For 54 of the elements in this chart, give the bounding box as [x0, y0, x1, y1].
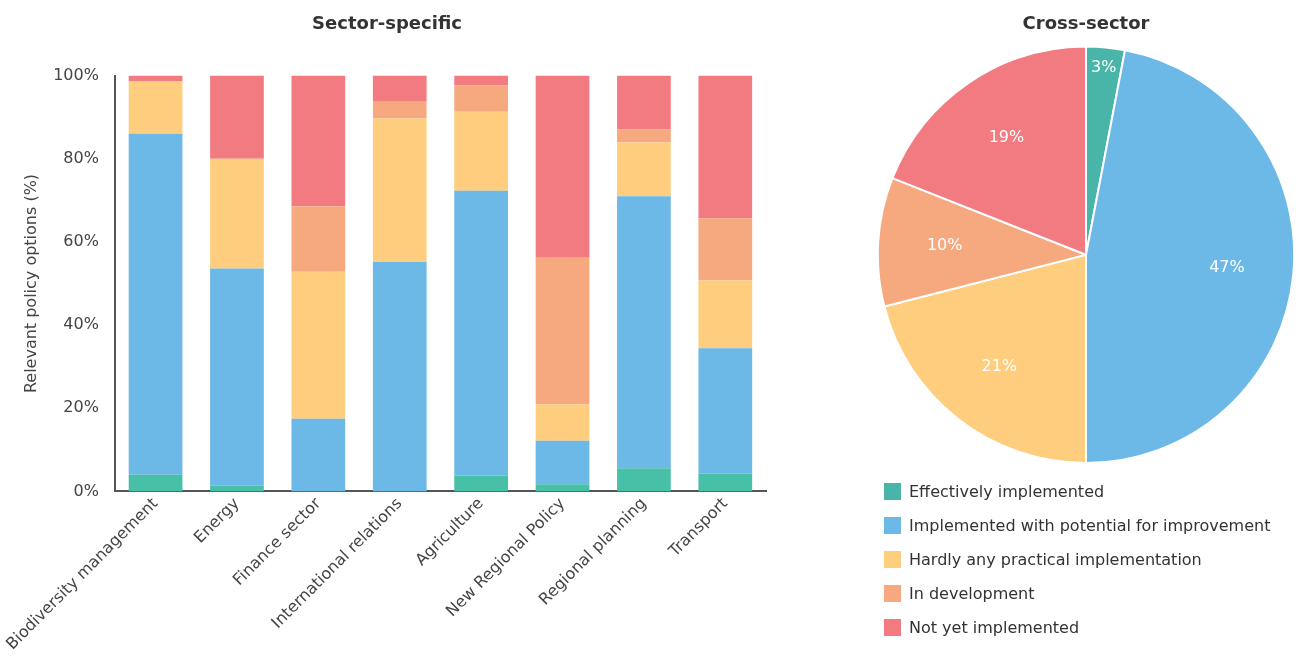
bar [617, 468, 671, 492]
bar [698, 280, 753, 349]
bar [617, 75, 671, 130]
bar [535, 484, 590, 492]
y-tick-label: 20% [63, 397, 99, 417]
bar [291, 206, 346, 272]
bar [291, 75, 346, 207]
bar [617, 129, 671, 143]
bar [617, 142, 671, 197]
legend-label: Effectively implemented [909, 481, 1105, 501]
bar [535, 440, 590, 485]
bar [698, 348, 753, 474]
bar [535, 75, 590, 258]
data-label: 3% [1090, 57, 1117, 77]
chart-title: Cross-sector [1022, 12, 1150, 34]
bar [128, 474, 183, 492]
bar [372, 261, 427, 492]
bar [698, 218, 753, 281]
bar [617, 196, 671, 469]
bar [372, 75, 427, 102]
bar [291, 271, 346, 419]
data-label: 21% [981, 355, 1018, 375]
bar [128, 133, 183, 475]
legend-label: Not yet implemented [909, 617, 1080, 637]
y-tick-label: 40% [63, 314, 99, 334]
legend-label: Implemented with potential for improvement [909, 515, 1271, 535]
bar [454, 85, 508, 112]
bar [210, 268, 264, 486]
bar [535, 257, 590, 405]
bar [535, 404, 590, 441]
bar [128, 81, 183, 134]
bar [454, 475, 508, 492]
data-label: 47% [1209, 257, 1245, 277]
legend-label: In development [909, 583, 1035, 603]
bar [372, 101, 427, 119]
bar [698, 75, 753, 219]
chart-title: Sector-specific [312, 12, 462, 34]
y-axis-title: Relevant policy options (%) [20, 173, 40, 394]
bar [210, 158, 264, 269]
bar [291, 418, 346, 492]
y-tick-label: 0% [73, 480, 99, 500]
bar [454, 111, 508, 191]
bar [698, 473, 753, 492]
bar [128, 75, 183, 82]
data-label: 10% [926, 235, 963, 255]
y-tick-label: 80% [63, 147, 99, 167]
bar [210, 75, 264, 159]
bar [372, 118, 427, 262]
y-tick-label: 100% [53, 64, 99, 84]
legend-label: Hardly any practical implementation [909, 549, 1202, 569]
bar [454, 190, 508, 476]
bar [454, 75, 508, 86]
y-tick-label: 60% [63, 231, 99, 251]
data-label: 19% [988, 126, 1025, 146]
